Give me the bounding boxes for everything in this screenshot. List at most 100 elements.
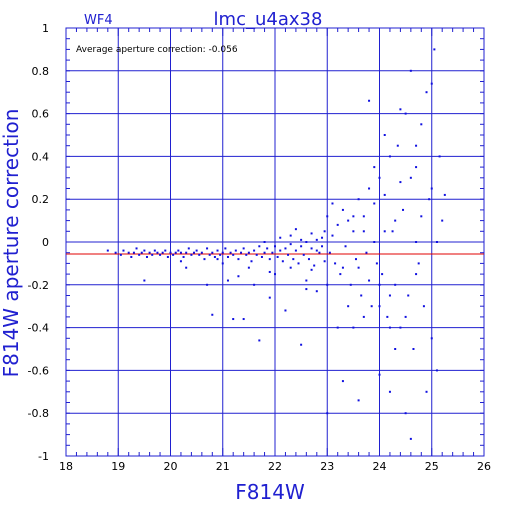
data-point (388, 155, 391, 158)
x-tick-label: 20 (164, 460, 178, 473)
data-point (242, 318, 245, 321)
data-point (203, 258, 206, 261)
y-tick-label: 0.8 (32, 65, 50, 78)
data-point (422, 305, 425, 308)
data-point (242, 247, 245, 250)
data-point (130, 255, 133, 258)
data-point (404, 412, 407, 415)
data-point (365, 251, 368, 254)
data-point (352, 215, 355, 218)
data-point (415, 144, 418, 147)
data-point (425, 390, 428, 393)
plot-frame (65, 27, 485, 457)
data-point (198, 253, 201, 256)
y-axis-label: F814W aperture correction (0, 109, 23, 378)
data-point (119, 253, 122, 256)
data-point (336, 326, 339, 329)
data-point (145, 255, 148, 258)
data-point (373, 202, 376, 205)
data-point (226, 255, 229, 258)
data-point (190, 253, 193, 256)
data-point (185, 251, 188, 254)
x-tick-label: 25 (425, 460, 439, 473)
data-point (166, 255, 169, 258)
data-point (388, 326, 391, 329)
y-tick-labels: 1 0.8 0.6 0.4 0.2 0 -0.2 -0.4 -0.6 -0.8 -1 (28, 22, 49, 463)
data-point (148, 251, 151, 254)
data-point (352, 326, 355, 329)
y-tick-label: -0.8 (28, 407, 49, 420)
data-point (174, 251, 177, 254)
data-point (279, 236, 282, 239)
y-tick-label: -0.2 (28, 279, 49, 292)
data-point (237, 275, 240, 278)
data-point (383, 134, 386, 136)
data-point (140, 251, 143, 254)
y-tick-label: 0.4 (32, 150, 50, 163)
x-tick-label: 18 (59, 460, 73, 473)
data-point (237, 258, 240, 261)
data-point (315, 238, 318, 241)
data-point (362, 215, 365, 218)
data-point (305, 241, 308, 243)
data-point (276, 255, 279, 258)
data-point (391, 230, 394, 233)
data-point (378, 305, 381, 308)
x-tick-label: 22 (268, 460, 282, 473)
data-point (331, 234, 334, 237)
data-point (357, 399, 360, 402)
data-point (221, 251, 224, 254)
data-point (404, 112, 407, 115)
data-point (362, 315, 365, 318)
data-points (106, 48, 446, 440)
data-point (240, 251, 243, 254)
data-point (425, 91, 428, 94)
data-point (407, 294, 410, 297)
data-point (360, 294, 363, 297)
data-point (161, 251, 164, 254)
data-point (122, 249, 125, 252)
data-point (253, 283, 256, 286)
data-point (378, 176, 381, 179)
data-point (339, 273, 342, 276)
data-point (206, 247, 209, 250)
average-annotation: Average aperture correction: -0.056 (76, 45, 238, 55)
data-point (409, 437, 412, 440)
data-point (169, 251, 172, 254)
x-tick-label: 23 (320, 460, 334, 473)
data-point (224, 247, 227, 250)
data-point (420, 123, 423, 126)
data-point (297, 262, 300, 265)
x-axis-label: F814W (235, 480, 305, 504)
data-point (247, 266, 250, 269)
data-point (253, 249, 256, 252)
data-point (274, 273, 276, 276)
data-point (394, 348, 397, 350)
y-tick-label: 0 (42, 236, 49, 249)
data-point (219, 253, 222, 256)
data-point (213, 255, 216, 258)
data-point (226, 279, 229, 282)
data-point (232, 253, 235, 256)
data-point (430, 187, 433, 190)
data-point (138, 253, 141, 256)
data-point (334, 262, 337, 265)
data-point (289, 243, 292, 246)
data-point (394, 219, 397, 222)
data-point (268, 258, 271, 261)
data-point (347, 219, 350, 222)
data-point (344, 245, 347, 248)
data-point (315, 290, 318, 293)
data-point (349, 283, 352, 286)
data-point (292, 258, 295, 261)
data-point (211, 251, 214, 254)
data-point (151, 253, 154, 256)
data-point (177, 249, 180, 252)
data-point (409, 69, 412, 72)
x-tick-labels: 18 19 20 21 22 23 24 25 26 (59, 460, 491, 473)
data-point (435, 241, 438, 243)
x-tick-label: 26 (477, 460, 491, 473)
data-point (328, 251, 331, 254)
data-point (263, 251, 266, 254)
